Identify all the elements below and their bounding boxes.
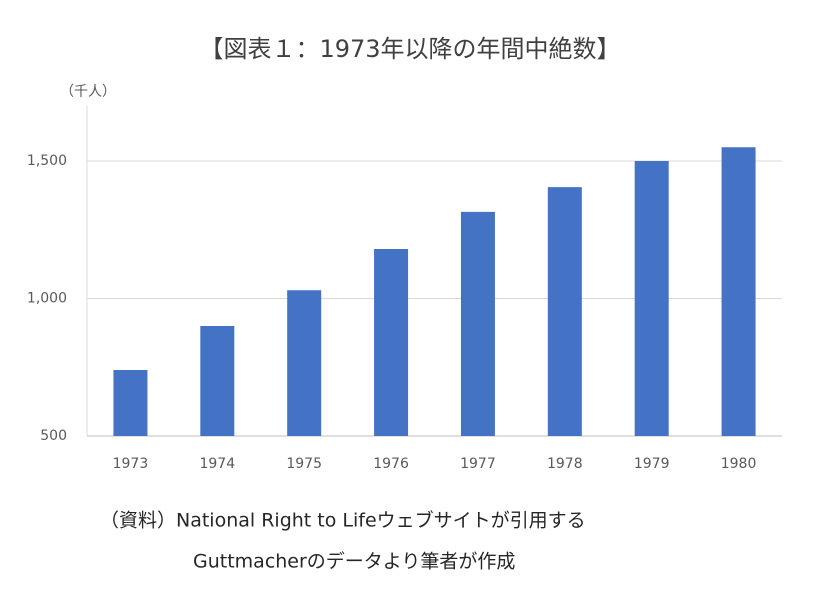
x-tick-label: 1974 — [199, 456, 235, 472]
bar — [200, 326, 235, 436]
bar — [547, 187, 582, 436]
x-tick-label: 1975 — [286, 456, 322, 472]
y-axis-label: （千人） — [60, 84, 116, 100]
bar — [113, 370, 148, 436]
bar — [721, 147, 756, 436]
bar — [634, 161, 669, 436]
y-tick-label: 1,500 — [27, 153, 67, 169]
x-tick-label: 1979 — [634, 456, 670, 472]
x-tick-label: 1977 — [460, 456, 496, 472]
y-tick-label: 1,000 — [27, 291, 67, 307]
x-tick-label: 1973 — [113, 456, 149, 472]
source-note: Guttmacherのデータより筆者が作成 — [193, 551, 515, 573]
source-note: （資料）National Right to Lifeウェブサイトが引用する — [100, 509, 586, 532]
x-tick-label: 1978 — [547, 456, 583, 472]
x-tick-label: 1980 — [721, 456, 757, 472]
bar — [460, 211, 495, 436]
chart-title: 【図表１：1973年以降の年間中絶数】 — [199, 35, 620, 63]
bar — [287, 290, 322, 436]
y-tick-label: 500 — [40, 428, 67, 444]
bar — [374, 249, 409, 436]
x-tick-label: 1976 — [373, 456, 409, 472]
